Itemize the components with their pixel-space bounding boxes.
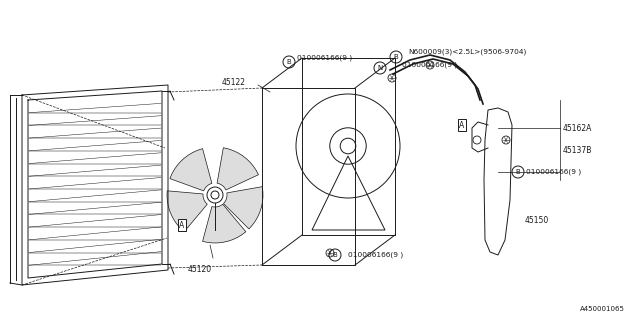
Text: 45137B: 45137B	[563, 146, 593, 155]
Text: B: B	[394, 54, 398, 60]
Text: A: A	[460, 121, 465, 130]
Text: 010006166(9 ): 010006166(9 )	[348, 252, 403, 258]
Polygon shape	[167, 191, 207, 232]
Text: A: A	[179, 220, 184, 229]
Polygon shape	[217, 148, 259, 190]
Polygon shape	[203, 204, 246, 243]
Text: 010006166(9 ): 010006166(9 )	[402, 62, 457, 68]
Text: B: B	[516, 169, 520, 175]
Text: N600009(3)<2.5L>(9506-9704): N600009(3)<2.5L>(9506-9704)	[408, 49, 526, 55]
Polygon shape	[170, 148, 212, 191]
Text: B: B	[333, 252, 337, 258]
Text: A450001065: A450001065	[580, 306, 625, 312]
Text: 45120: 45120	[188, 266, 212, 275]
Text: 45122: 45122	[222, 77, 246, 86]
Polygon shape	[223, 187, 263, 229]
Text: N: N	[378, 65, 383, 71]
Text: 45150: 45150	[525, 215, 549, 225]
Text: 010006166(9 ): 010006166(9 )	[297, 55, 352, 61]
Text: 45162A: 45162A	[563, 124, 593, 132]
Text: 010006166(9 ): 010006166(9 )	[526, 169, 581, 175]
Text: B: B	[287, 59, 291, 65]
